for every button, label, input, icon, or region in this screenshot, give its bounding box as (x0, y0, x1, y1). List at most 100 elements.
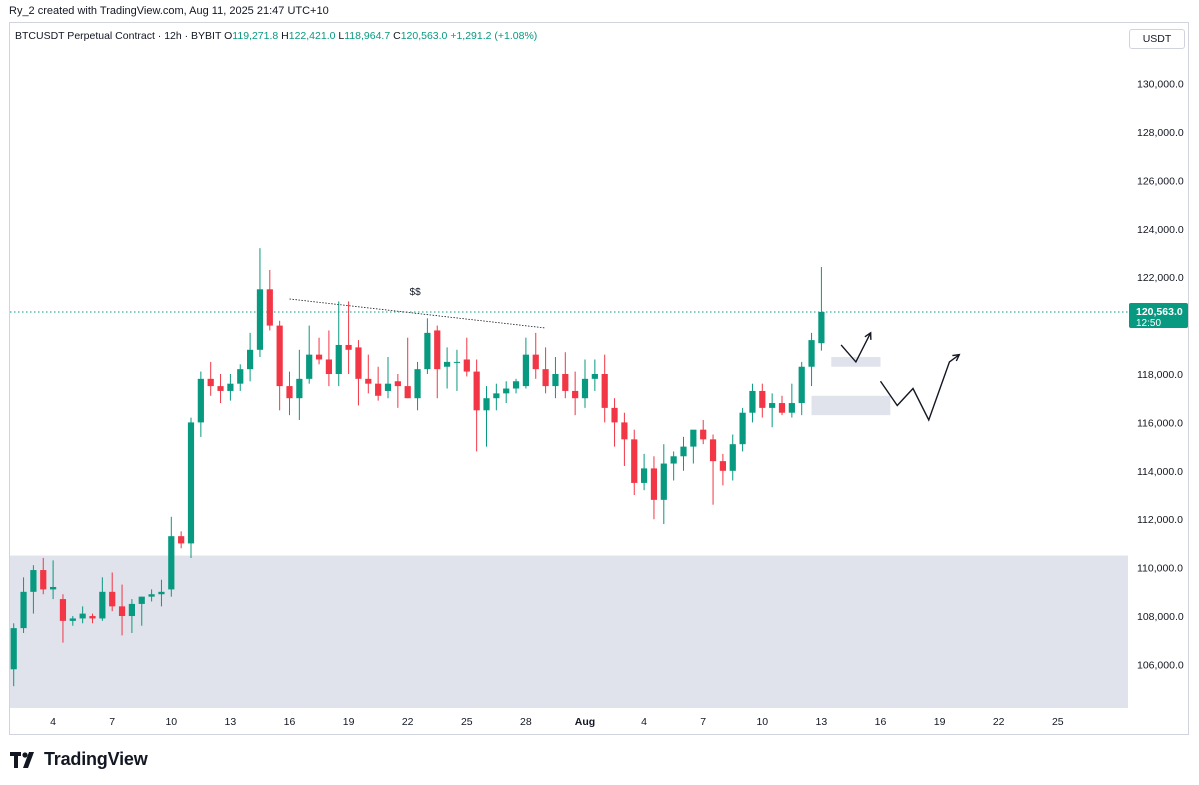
x-tick-label: 25 (1052, 716, 1064, 728)
candle-up (306, 354, 313, 379)
candle-down (631, 439, 638, 483)
candle-up (296, 378, 303, 399)
candle-up (670, 456, 677, 464)
candle-up (148, 594, 155, 597)
candle-down (266, 289, 273, 326)
candle-down (463, 359, 470, 372)
projection-path (879, 354, 960, 422)
open-value: 119,271.8 (232, 30, 279, 42)
x-tick-label: 10 (165, 716, 177, 728)
candle-up (512, 381, 520, 389)
last-price-countdown: 12:50 (1136, 318, 1161, 329)
candle-up (552, 374, 559, 387)
candle-up (808, 340, 815, 367)
x-tick-label: 22 (993, 716, 1005, 728)
candle-down (404, 386, 411, 399)
high-value: 122,421.0 (288, 30, 336, 42)
liquidity-label: $$ (410, 287, 422, 298)
demand-zone (10, 555, 1128, 708)
candle-up (729, 444, 736, 471)
y-tick-label: 108,000.0 (1137, 611, 1184, 623)
candle-up (50, 586, 57, 590)
candle-down (759, 390, 766, 408)
candle-up (237, 369, 244, 384)
candle-up (690, 429, 697, 447)
y-tick-label: 124,000.0 (1137, 224, 1184, 236)
candle-down (542, 369, 549, 387)
candle-up (414, 369, 421, 399)
candle-up (384, 383, 392, 391)
x-tick-label: 16 (284, 716, 296, 728)
demand-zone-small (811, 395, 891, 416)
candle-down (650, 468, 658, 500)
candle-up (99, 591, 106, 619)
x-tick-label: Aug (575, 716, 595, 728)
candle-down (778, 403, 786, 413)
symbol-label: BTCUSDT Perpetual Contract · 12h · BYBIT (15, 30, 222, 42)
candle-down (719, 461, 726, 471)
candle-up (424, 332, 431, 370)
y-tick-label: 122,000.0 (1137, 272, 1184, 284)
candle-up (818, 311, 825, 344)
low-label: L (338, 30, 345, 42)
x-tick-label: 10 (756, 716, 768, 728)
candle-up (522, 354, 529, 387)
candle-up (138, 596, 145, 604)
candle-up (788, 403, 795, 413)
y-tick-label: 114,000.0 (1137, 466, 1183, 478)
currency-selector[interactable]: USDT (1129, 29, 1185, 49)
candle-down (59, 599, 67, 621)
candle-up (641, 468, 648, 483)
candle-down (562, 374, 569, 391)
change-value: +1,291.2 (+1.08%) (450, 30, 538, 42)
high-label: H (281, 30, 289, 42)
candle-down (434, 330, 441, 370)
y-tick-label: 116,000.0 (1137, 417, 1183, 429)
projection-path (840, 332, 872, 364)
candle-down (315, 354, 323, 360)
close-label: C (393, 30, 401, 42)
ohlc-legend: BTCUSDT Perpetual Contract · 12h · BYBIT… (15, 30, 537, 42)
low-value: 118,964.7 (344, 30, 391, 42)
last-price-tag (1129, 302, 1188, 328)
x-tick-label: 4 (641, 716, 647, 728)
y-tick-label: 128,000.0 (1137, 127, 1184, 139)
y-tick-label: 112,000.0 (1137, 514, 1183, 526)
tradingview-logo-icon (10, 751, 34, 768)
candle-down (325, 359, 332, 374)
x-tick-label: 7 (109, 716, 115, 728)
candle-down (207, 378, 214, 387)
candle-up (444, 361, 451, 367)
candle-down (178, 536, 185, 544)
candle-up (79, 613, 86, 619)
candle-down (611, 407, 618, 423)
candle-up (591, 374, 598, 379)
candle-down (473, 371, 480, 411)
candle-up (798, 366, 805, 404)
x-tick-label: 19 (934, 716, 946, 728)
y-tick-label: 110,000.0 (1137, 563, 1183, 575)
y-tick-label: 130,000.0 (1137, 79, 1184, 91)
x-tick-label: 25 (461, 716, 473, 728)
candle-down (709, 439, 717, 462)
y-tick-label: 118,000.0 (1137, 369, 1183, 381)
x-tick-label: 19 (343, 716, 355, 728)
tradingview-brand: TradingView (10, 749, 148, 770)
candle-up (749, 390, 756, 413)
x-tick-label: 13 (225, 716, 237, 728)
candle-down (621, 422, 628, 440)
candle-up (168, 536, 175, 590)
candle-down (118, 606, 126, 617)
candle-down (89, 616, 96, 619)
last-price-value: 120,563.0 (1136, 306, 1183, 318)
candle-down (394, 381, 401, 387)
projection-arrowhead (952, 353, 961, 362)
candle-up (581, 378, 589, 399)
candle-up (227, 383, 234, 391)
candle-down (601, 374, 608, 408)
candle-up (335, 344, 342, 374)
candle-up (128, 603, 135, 617)
candle-up (20, 591, 27, 629)
liquidity-line (289, 298, 546, 329)
